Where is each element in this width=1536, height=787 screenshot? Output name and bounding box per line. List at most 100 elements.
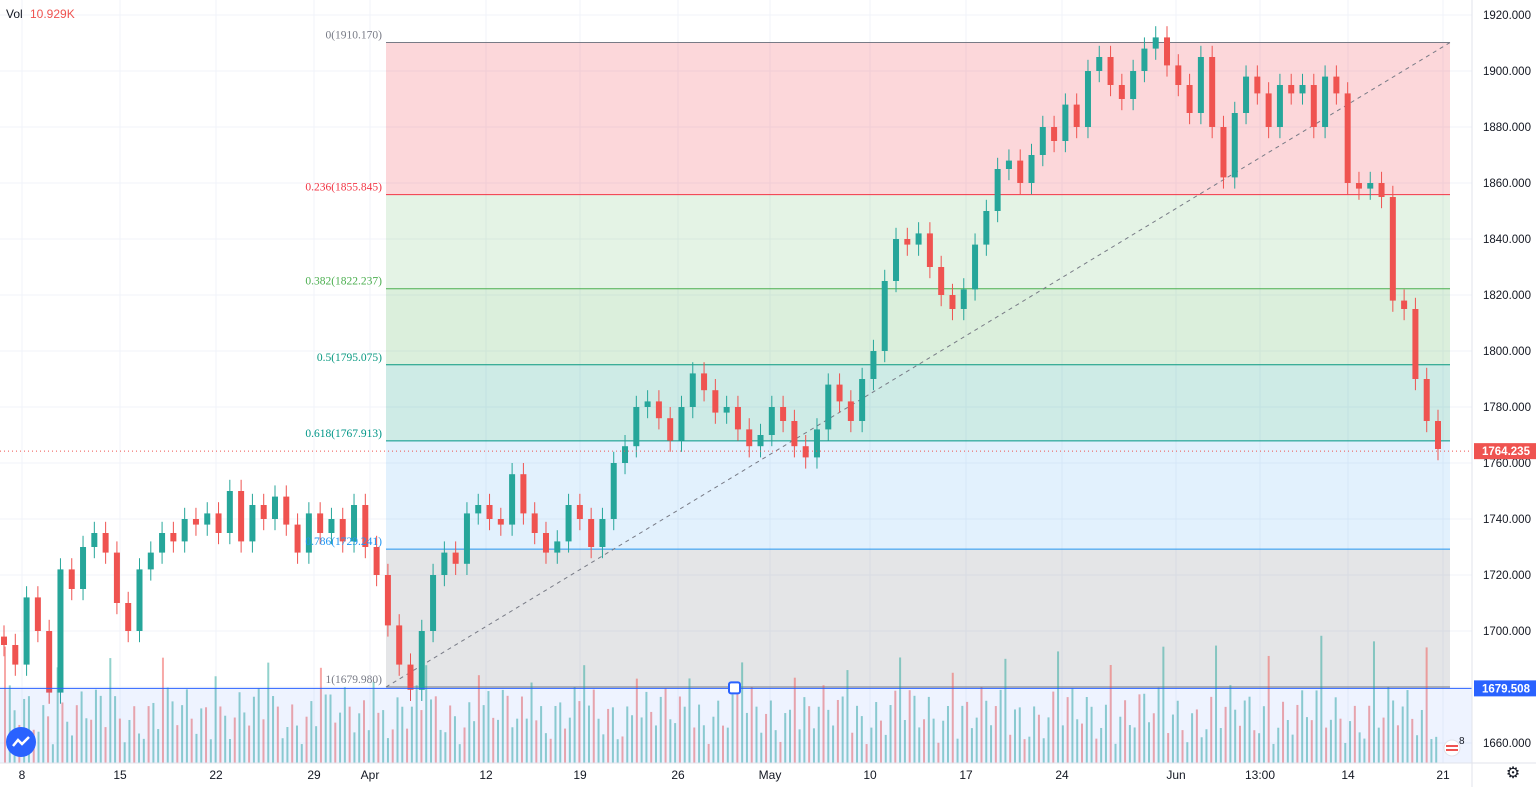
volume-bar — [1430, 739, 1433, 763]
volume-bar — [793, 677, 796, 763]
volume-bar — [674, 723, 677, 763]
price-tick-label: 1900.000 — [1483, 66, 1531, 78]
candle-body — [836, 384, 843, 402]
volume-bar — [94, 689, 97, 763]
volume-bar — [80, 691, 83, 763]
candle-body — [825, 384, 832, 430]
volume-bar — [832, 725, 835, 763]
volume-bar — [578, 701, 581, 763]
fib-retracement-bands[interactable] — [386, 42, 1450, 688]
volume-bar — [659, 696, 662, 763]
volume-bar — [214, 676, 217, 763]
volume-bar — [860, 716, 863, 763]
volume-bar — [1047, 717, 1050, 763]
volume-bar — [654, 725, 657, 763]
candle-body — [610, 463, 617, 519]
volume-bar — [678, 696, 681, 763]
volume-bar — [147, 706, 150, 763]
volume-bar — [1037, 714, 1040, 763]
candle-body — [1423, 379, 1430, 421]
volume-bar — [315, 726, 318, 763]
volume-bar — [798, 729, 801, 763]
time-tick-label: 14 — [1341, 768, 1355, 782]
volume-bar — [683, 706, 686, 763]
volume-bar — [664, 688, 667, 763]
volume-bar — [985, 700, 988, 763]
time-axis[interactable]: 8 15 22 29 Apr 12 19 26 May 10 17 24 Jun 13:00 14 21 — [0, 762, 1536, 782]
time-tick-label: 13:00 — [1245, 768, 1275, 782]
volume-bar — [856, 705, 859, 763]
gear-icon[interactable]: ⚙ — [1505, 765, 1521, 782]
horizontal-line-drawing[interactable] — [0, 450, 1472, 763]
volume-bar — [319, 667, 322, 763]
volume-bar — [152, 702, 155, 763]
fib-level-label: 0.786(1729.241) — [305, 536, 382, 548]
volume-bar — [252, 696, 255, 763]
candle-body — [1412, 309, 1419, 379]
volume-bar — [1210, 696, 1213, 763]
fib-level-label: 1(1679.980) — [325, 674, 382, 686]
volume-bar — [1262, 706, 1265, 763]
volume-bar — [554, 705, 557, 763]
candle-body — [396, 625, 403, 665]
volume-bar — [1066, 697, 1069, 763]
volume-bar — [334, 722, 337, 763]
candle-body — [125, 603, 132, 631]
volume-bar — [870, 727, 873, 763]
volume-bar — [75, 705, 78, 763]
volume-bar — [808, 706, 811, 763]
us-flag-circle — [1443, 739, 1461, 757]
volume-bar — [1133, 727, 1136, 763]
volume-bar — [363, 700, 365, 763]
volume-bar — [899, 657, 902, 763]
volume-bar — [1200, 737, 1203, 763]
volume-bar — [774, 730, 777, 763]
candle-body — [1378, 183, 1385, 197]
volume-bar — [37, 731, 40, 763]
volume-bar — [1363, 738, 1366, 763]
volume-bar — [616, 739, 619, 763]
volume-bar — [1286, 720, 1289, 763]
volume-bar — [970, 728, 973, 763]
volume-bar — [597, 718, 600, 763]
volume-bar — [698, 704, 701, 763]
price-tick-label: 1800.000 — [1483, 346, 1531, 358]
volume-bar — [453, 716, 456, 763]
hline-area — [0, 688, 1472, 763]
candle-body — [960, 289, 967, 309]
price-axis[interactable]: 1920.000 1900.000 1880.000 1860.000 1840.000… — [1471, 0, 1531, 787]
volume-bar — [750, 687, 753, 763]
volume-bar — [731, 694, 734, 763]
volume-bar — [951, 672, 954, 763]
volume-bar — [741, 662, 744, 763]
tradingview-logo-icon[interactable] — [6, 727, 36, 757]
volume-bar — [789, 709, 792, 763]
candle-body — [1288, 85, 1295, 94]
volume-bar — [377, 712, 380, 763]
candle-body — [859, 379, 866, 421]
price-tick-label: 1760.000 — [1483, 458, 1531, 470]
volume-legend-label: Vol — [6, 7, 23, 21]
candle-body — [655, 401, 662, 419]
volume-bar — [994, 706, 997, 763]
volume-bar — [1387, 687, 1390, 763]
volume-bar — [817, 706, 820, 763]
volume-bar — [286, 727, 289, 763]
volume-bar — [85, 718, 88, 763]
volume-bar — [1238, 725, 1241, 763]
volume-bar — [1162, 646, 1165, 763]
volume-bar — [946, 705, 949, 763]
candle-body — [12, 645, 19, 665]
volume-bar — [430, 699, 433, 763]
volume-bar — [621, 736, 624, 763]
volume-bar — [903, 720, 906, 763]
volume-bar — [1143, 693, 1146, 763]
volume-bar — [879, 720, 882, 763]
time-tick-label: 19 — [573, 768, 587, 782]
fib-band — [386, 549, 1450, 688]
volume-bar — [262, 719, 265, 763]
volume-bar — [1358, 732, 1361, 763]
volume-bar — [779, 741, 782, 763]
volume-bar — [784, 713, 787, 763]
